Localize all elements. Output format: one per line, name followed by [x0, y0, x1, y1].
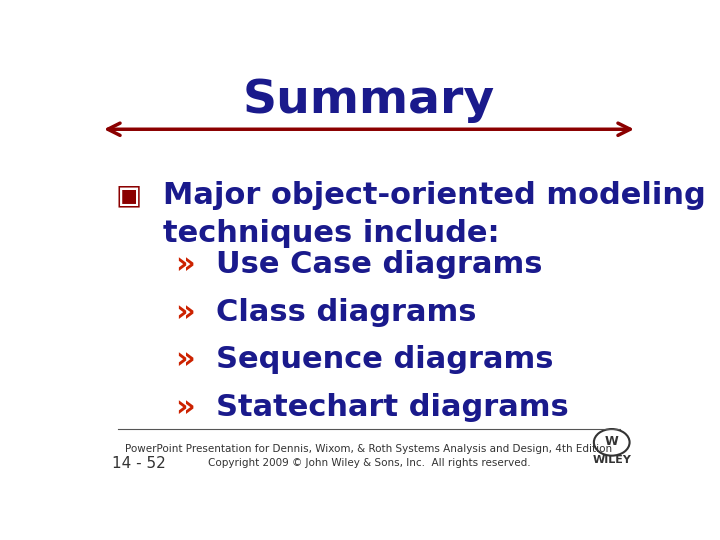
- Text: »: »: [175, 393, 194, 422]
- Text: PowerPoint Presentation for Dennis, Wixom, & Roth Systems Analysis and Design, 4: PowerPoint Presentation for Dennis, Wixo…: [125, 444, 613, 468]
- Text: ▣: ▣: [116, 181, 142, 209]
- Text: Sequence diagrams: Sequence diagrams: [215, 346, 553, 374]
- Text: Statechart diagrams: Statechart diagrams: [215, 393, 568, 422]
- Text: 14 - 52: 14 - 52: [112, 456, 166, 471]
- Text: Class diagrams: Class diagrams: [215, 298, 476, 327]
- Text: Major object-oriented modeling
techniques include:: Major object-oriented modeling technique…: [163, 181, 706, 248]
- Text: WILEY: WILEY: [593, 455, 631, 465]
- Text: Use Case diagrams: Use Case diagrams: [215, 250, 542, 279]
- Text: »: »: [175, 250, 194, 279]
- Text: W: W: [605, 435, 618, 448]
- Text: Summary: Summary: [243, 78, 495, 123]
- Text: »: »: [175, 298, 194, 327]
- Text: »: »: [175, 346, 194, 374]
